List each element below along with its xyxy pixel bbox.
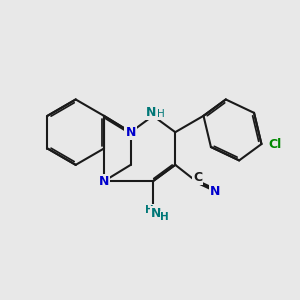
Text: N: N <box>125 126 136 139</box>
Text: N: N <box>99 175 109 188</box>
Text: N: N <box>146 106 157 119</box>
Text: N: N <box>210 185 220 198</box>
Text: H: H <box>145 205 154 215</box>
Text: H: H <box>160 212 169 222</box>
Text: H: H <box>158 109 165 119</box>
Text: Cl: Cl <box>268 138 281 151</box>
Text: N: N <box>152 207 162 220</box>
Text: C: C <box>193 171 202 184</box>
